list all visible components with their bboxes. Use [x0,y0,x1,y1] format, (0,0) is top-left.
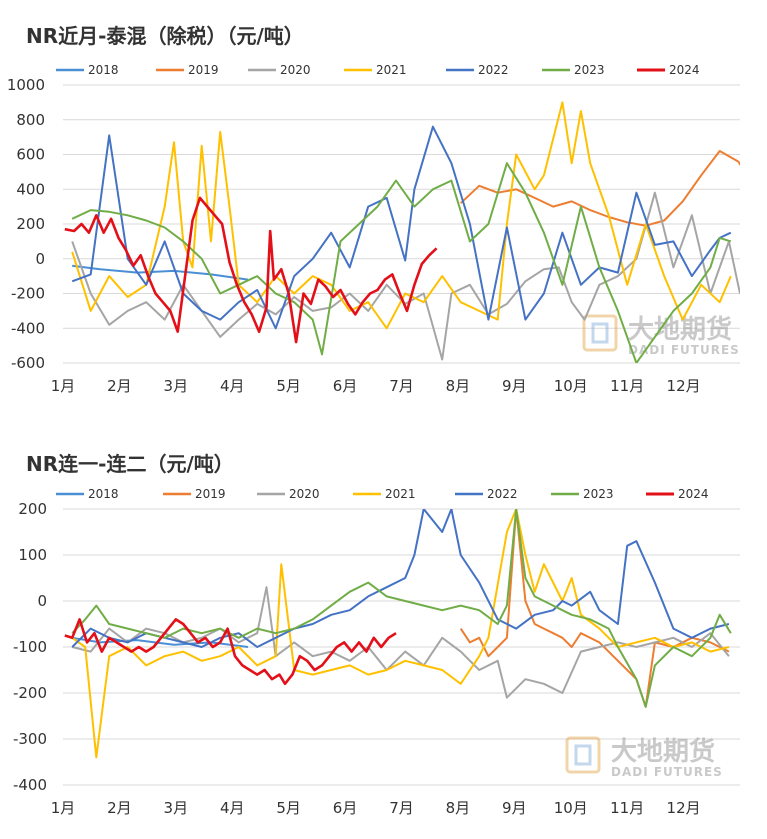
y-tick-label: 800 [16,111,45,129]
legend-label: 2020 [280,63,311,77]
legend-label: 2022 [478,63,509,77]
legend-item-2022: 2022 [446,63,509,77]
logo-frame-icon [565,736,601,774]
y-tick-label: 400 [16,180,45,198]
y-tick-label: 100 [18,546,47,564]
x-tick-label: 8月 [446,377,471,395]
x-tick-label: 3月 [164,377,189,395]
legend-item-2020: 2020 [257,487,320,501]
logo-inner-icon [574,744,592,766]
series-line-2019 [459,509,730,708]
legend-label: 2019 [188,63,219,77]
legend-label: 2018 [88,63,119,77]
watermark-cn: 大地期货 [611,736,715,767]
series-line-2023 [71,162,732,363]
y-tick-label: -300 [13,730,47,748]
series-line-2019 [460,150,740,227]
y-tick-label: 0 [37,592,47,610]
legend-label: 2024 [669,63,700,77]
chart-title: NR连一-连二（元/吨） [26,452,234,476]
x-tick-label: 7月 [389,799,414,817]
y-tick-label: -400 [11,319,45,337]
logo-inner-icon [591,322,609,344]
x-tick-label: 8月 [446,799,471,817]
y-tick-label: -200 [13,684,47,702]
x-tick-label: 3月 [164,799,189,817]
x-tick-label: 11月 [610,799,644,817]
series-line-2024 [64,196,438,344]
y-tick-label: -600 [11,354,45,372]
legend-item-2023: 2023 [551,487,614,501]
legend-item-2018: 2018 [56,63,119,77]
legend-item-2020: 2020 [248,63,311,77]
legend-item-2021: 2021 [344,63,407,77]
legend-item-2023: 2023 [542,63,605,77]
watermark-en: DADI FUTURES [628,343,740,357]
x-tick-label: 12月 [667,377,701,395]
y-tick-label: 0 [35,250,45,268]
legend-label: 2020 [289,487,320,501]
legend-label: 2024 [678,487,709,501]
series-line-2018 [72,264,249,281]
series-line-2022 [71,125,732,330]
y-tick-label: 1000 [7,76,45,94]
x-tick-label: 5月 [276,799,301,817]
legend-label: 2021 [376,63,407,77]
x-tick-label: 5月 [276,377,301,395]
x-tick-label: 1月 [51,377,76,395]
series-line-2024 [64,618,397,686]
x-tick-label: 4月 [220,799,245,817]
y-tick-label: 200 [18,500,47,518]
legend-label: 2023 [583,487,614,501]
series-line-2021 [71,101,732,330]
y-tick-label: -200 [11,285,45,303]
x-tick-label: 9月 [502,799,527,817]
x-tick-label: 6月 [333,377,358,395]
legend-label: 2019 [195,487,226,501]
y-tick-label: 600 [16,146,45,164]
series-line-2021 [71,509,730,759]
watermark-en: DADI FUTURES [611,765,723,779]
x-tick-label: 12月 [667,799,701,817]
y-tick-label: -100 [13,638,47,656]
legend-label: 2018 [88,487,119,501]
x-tick-label: 9月 [502,377,527,395]
series-line-2020 [71,586,730,699]
x-tick-label: 6月 [333,799,358,817]
series-line-2020 [71,191,740,361]
y-tick-label: 200 [16,215,45,233]
legend-label: 2023 [574,63,605,77]
series-line-2023 [71,509,732,708]
logo-frame-icon [582,314,618,352]
legend-item-2024: 2024 [646,487,709,501]
legend-item-2018: 2018 [56,487,119,501]
legend-item-2019: 2019 [156,63,219,77]
x-tick-label: 4月 [220,377,245,395]
legend-item-2019: 2019 [163,487,226,501]
watermark-cn: 大地期货 [628,314,732,345]
legend-item-2021: 2021 [353,487,416,501]
x-tick-label: 2月 [107,377,132,395]
legend-label: 2021 [385,487,416,501]
legend-item-2024: 2024 [637,63,700,77]
x-tick-label: 10月 [554,799,588,817]
x-tick-label: 1月 [51,799,76,817]
x-tick-label: 11月 [610,377,644,395]
series-line-2022 [71,509,730,648]
x-tick-label: 2月 [107,799,132,817]
x-tick-label: 10月 [554,377,588,395]
x-tick-label: 7月 [389,377,414,395]
legend-label: 2022 [487,487,518,501]
y-tick-label: -400 [13,776,47,794]
chart-title: NR近月-泰混（除税）（元/吨） [26,24,304,48]
legend-item-2022: 2022 [455,487,518,501]
